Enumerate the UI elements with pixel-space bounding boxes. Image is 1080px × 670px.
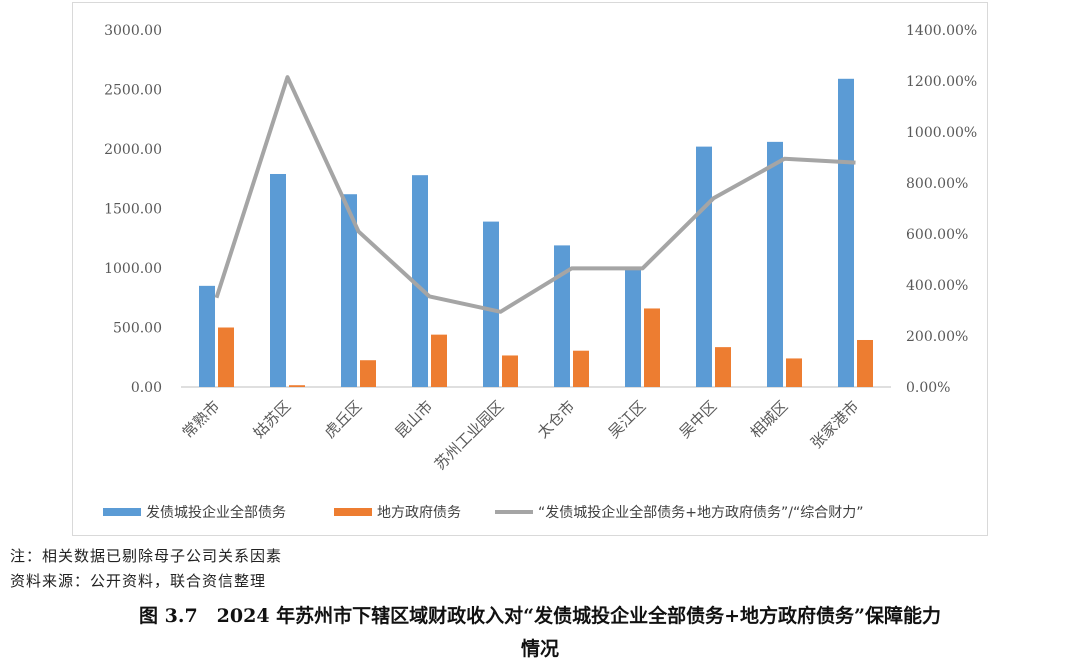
bar-city-investment-debt bbox=[270, 173, 286, 387]
left-axis-tick-label: 500.00 bbox=[113, 321, 162, 337]
bar-city-investment-debt bbox=[554, 245, 570, 387]
category-label: 张家港市 bbox=[807, 397, 862, 452]
legend-swatch-city-investment-debt bbox=[103, 508, 141, 516]
category-label: 虎丘区 bbox=[321, 397, 366, 442]
right-axis-tick-label: 600.00% bbox=[906, 227, 968, 243]
left-axis-tick-label: 2500.00 bbox=[104, 83, 162, 99]
chart-source: 资料来源：公开资料，联合资信整理 bbox=[10, 572, 267, 590]
category-label: 苏州工业园区 bbox=[431, 397, 507, 473]
category-label: 吴中区 bbox=[676, 397, 721, 442]
legend-label: “发债城投企业全部债务+地方政府债务”/“综合财力” bbox=[538, 504, 863, 521]
bar-local-government-debt bbox=[360, 360, 376, 387]
legend-swatch-local-government-debt bbox=[334, 508, 372, 516]
category-label: 昆山市 bbox=[392, 397, 437, 442]
line-coverage-ratio bbox=[214, 75, 856, 314]
right-axis-tick-label: 200.00% bbox=[906, 329, 968, 345]
left-axis-tick-label: 3000.00 bbox=[104, 23, 162, 39]
bar-city-investment-debt bbox=[412, 175, 428, 387]
category-label: 相城区 bbox=[747, 397, 792, 442]
right-axis-tick-label: 1400.00% bbox=[906, 23, 977, 39]
left-axis-tick-label: 1000.00 bbox=[104, 261, 162, 277]
right-axis-tick-label: 1200.00% bbox=[906, 74, 977, 90]
right-axis-tick-label: 0.00% bbox=[906, 380, 950, 396]
bar-city-investment-debt bbox=[341, 194, 357, 387]
chart-note: 注：相关数据已剔除母子公司关系因素 bbox=[10, 547, 283, 565]
legend-label: 地方政府债务 bbox=[377, 505, 461, 521]
right-axis-tick-label: 1000.00% bbox=[906, 125, 977, 141]
bar-city-investment-debt bbox=[199, 285, 215, 387]
figure-caption-continued: 情况 bbox=[520, 638, 559, 660]
legend-swatch-coverage-ratio bbox=[495, 510, 533, 514]
bar-city-investment-debt bbox=[696, 146, 712, 387]
chart-frame: 0.00 500.00 1000.00 1500.00 2000.00 2500.00 30… bbox=[72, 2, 988, 536]
left-axis-tick-label: 0.00 bbox=[131, 380, 162, 396]
bar-city-investment-debt bbox=[838, 78, 854, 387]
right-axis-tick-label: 800.00% bbox=[906, 176, 968, 192]
bar-local-government-debt bbox=[573, 350, 589, 387]
bar-local-government-debt bbox=[502, 355, 518, 387]
bar-local-government-debt bbox=[218, 327, 234, 387]
left-axis-tick-label: 1500.00 bbox=[104, 202, 162, 218]
bar-city-investment-debt bbox=[625, 266, 641, 387]
combo-chart: 0.00 500.00 1000.00 1500.00 2000.00 2500.00 30… bbox=[103, 23, 977, 521]
bar-city-investment-debt bbox=[483, 221, 499, 387]
bar-local-government-debt bbox=[857, 339, 873, 387]
figure-caption: 图 3.7 2024 年苏州市下辖区域财政收入对“发债城投企业全部债务+地方政府… bbox=[139, 605, 941, 627]
category-label: 常熟市 bbox=[179, 397, 224, 442]
left-axis-tick-label: 2000.00 bbox=[104, 142, 162, 158]
category-label: 姑苏区 bbox=[250, 397, 295, 442]
bar-local-government-debt bbox=[786, 358, 802, 387]
bar-local-government-debt bbox=[644, 308, 660, 387]
bar-local-government-debt bbox=[431, 334, 447, 387]
legend-label: 发债城投企业全部债务 bbox=[146, 504, 286, 521]
bar-local-government-debt bbox=[289, 385, 305, 387]
category-label: 吴江区 bbox=[605, 397, 650, 442]
category-label: 太仓市 bbox=[534, 397, 579, 442]
bar-local-government-debt bbox=[715, 347, 731, 387]
bar-city-investment-debt bbox=[767, 141, 783, 387]
right-axis-tick-label: 400.00% bbox=[906, 278, 968, 294]
